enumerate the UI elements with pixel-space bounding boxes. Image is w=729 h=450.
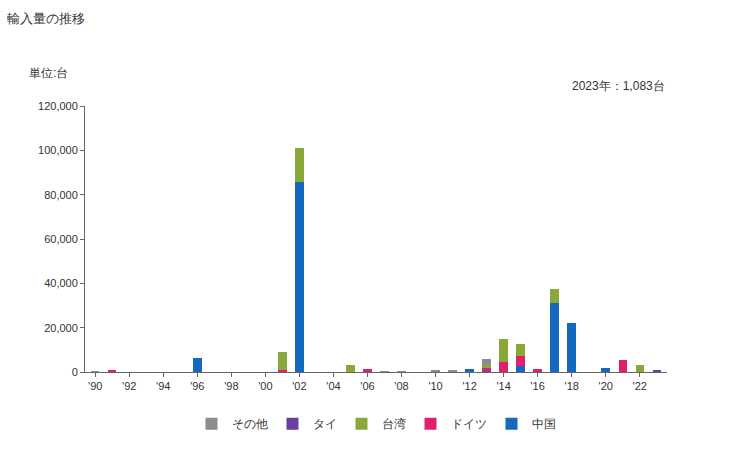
svg-text:'04: '04 xyxy=(326,380,340,392)
svg-text:'08: '08 xyxy=(394,380,408,392)
svg-text:20,000: 20,000 xyxy=(44,322,78,334)
svg-text:'96: '96 xyxy=(190,380,204,392)
svg-text:2023年：1,083台: 2023年：1,083台 xyxy=(572,79,665,93)
svg-text:40,000: 40,000 xyxy=(44,277,78,289)
svg-text:120,000: 120,000 xyxy=(38,100,78,112)
svg-text:タイ: タイ xyxy=(313,417,337,431)
svg-text:'98: '98 xyxy=(224,380,238,392)
svg-text:'20: '20 xyxy=(599,380,613,392)
svg-text:台湾: 台湾 xyxy=(382,417,406,431)
svg-text:60,000: 60,000 xyxy=(44,233,78,245)
svg-text:'18: '18 xyxy=(565,380,579,392)
svg-text:100,000: 100,000 xyxy=(38,144,78,156)
svg-text:'12: '12 xyxy=(462,380,476,392)
svg-text:単位:台: 単位:台 xyxy=(29,66,68,80)
svg-text:'06: '06 xyxy=(360,380,374,392)
svg-text:'00: '00 xyxy=(258,380,272,392)
svg-text:'90: '90 xyxy=(88,380,102,392)
svg-text:中国: 中国 xyxy=(532,417,556,431)
svg-text:'10: '10 xyxy=(428,380,442,392)
svg-text:0: 0 xyxy=(72,366,78,378)
svg-text:'94: '94 xyxy=(156,380,170,392)
svg-text:ドイツ: ドイツ xyxy=(451,417,487,431)
svg-text:80,000: 80,000 xyxy=(44,189,78,201)
svg-text:輸入量の推移: 輸入量の推移 xyxy=(7,11,85,26)
svg-text:'14: '14 xyxy=(496,380,510,392)
svg-text:'02: '02 xyxy=(292,380,306,392)
svg-text:その他: その他 xyxy=(232,417,268,431)
svg-text:'92: '92 xyxy=(122,380,136,392)
svg-text:'22: '22 xyxy=(633,380,647,392)
svg-text:'16: '16 xyxy=(530,380,544,392)
